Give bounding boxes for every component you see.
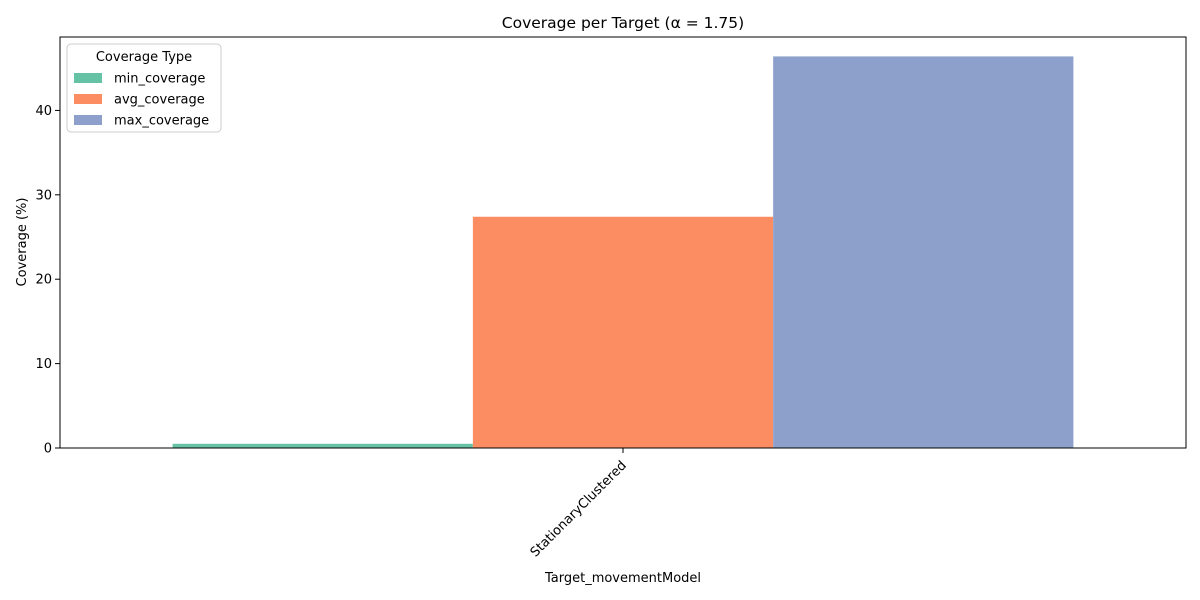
plot-frame [59,36,1187,449]
y-axis: 0 10 20 30 40 [35,104,60,457]
legend-items: min_coverage avg_coverage max_coverage [74,72,209,129]
legend-label-max_coverage: max_coverage [114,114,209,129]
legend-swatch-min_coverage [74,73,102,83]
legend-swatch-avg_coverage [74,94,102,104]
legend: Coverage Type min_coverage avg_coveragema… [66,43,222,133]
y-tick-label: 10 [35,357,52,372]
y-tick-label: 20 [35,273,52,288]
legend-label-avg_coverage: avg_coverage [114,93,205,108]
bar-min_coverage [172,443,473,448]
x-axis: StationaryClustered [528,448,630,560]
x-tick-label: StationaryClustered [528,458,630,560]
y-tick-label: 0 [44,442,52,457]
bar-max_coverage [773,56,1074,449]
bar-avg_coverage [472,216,774,448]
chart-title: Coverage per Target (α = 1.75) [502,14,744,32]
legend-title: Coverage Type [96,50,192,65]
x-axis-title: Target_movementModel [544,571,701,586]
legend-swatch-max_coverage [74,115,102,125]
y-tick-label: 30 [35,188,52,203]
bars-layer [172,56,1074,449]
y-tick-label: 40 [35,104,52,119]
legend-label-min_coverage: min_coverage [114,72,205,87]
legend-box [66,43,222,133]
y-axis-title: Coverage (%) [15,198,30,287]
